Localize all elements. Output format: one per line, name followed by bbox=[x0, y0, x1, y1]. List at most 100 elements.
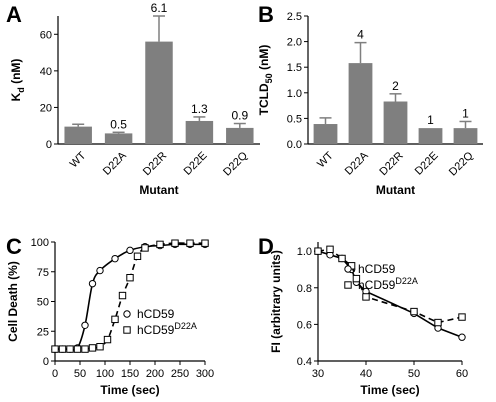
data-label: 6.1 bbox=[151, 1, 168, 15]
y-tick-label: 2.5 bbox=[287, 11, 302, 23]
bar-D22Q bbox=[226, 127, 254, 144]
data-label: 2 bbox=[392, 79, 399, 93]
x-axis-title: Mutant bbox=[139, 183, 178, 197]
legend-name: hCD59 bbox=[137, 323, 175, 337]
x-tick-label: 40 bbox=[360, 368, 372, 380]
y-tick-label: 75 bbox=[37, 267, 49, 279]
point-square bbox=[66, 345, 74, 353]
y-axis-title-unit: (nM) bbox=[9, 59, 23, 88]
y-tick-label: 50 bbox=[37, 297, 49, 309]
x-tick-label: 250 bbox=[171, 368, 189, 380]
point-square bbox=[118, 291, 127, 300]
y-tick-label: 1.5 bbox=[287, 62, 302, 74]
data-label: 1 bbox=[427, 113, 434, 127]
point-square bbox=[51, 345, 59, 353]
legend-entry: hCD59D22A bbox=[137, 321, 197, 337]
legend-entry: hCD59 bbox=[358, 262, 396, 276]
legend-superscript: D22A bbox=[174, 321, 197, 331]
y-tick-label: 0 bbox=[46, 139, 52, 151]
x-tick-label: 200 bbox=[146, 368, 164, 380]
point-square bbox=[81, 345, 89, 353]
point-square bbox=[141, 244, 149, 252]
data-label: 0.5 bbox=[110, 117, 127, 131]
y-tick-label: 1.0 bbox=[297, 246, 312, 258]
x-tick-label: 150 bbox=[121, 368, 139, 380]
point-square bbox=[88, 344, 97, 352]
x-axis-title: Time (sec) bbox=[360, 383, 419, 397]
x-tick-label: D22E bbox=[413, 150, 441, 178]
point-square bbox=[344, 281, 352, 289]
data-label: 1 bbox=[462, 106, 469, 120]
point-square bbox=[458, 313, 466, 321]
y-tick-label: 40 bbox=[40, 66, 52, 78]
bar-D22A bbox=[348, 63, 373, 144]
y-tick-label: 0.8 bbox=[297, 283, 312, 295]
point-square bbox=[434, 318, 442, 327]
x-tick-label: D22R bbox=[377, 150, 405, 178]
y-axis-title-unit: (nM) bbox=[257, 45, 271, 74]
panel-label: C bbox=[6, 234, 22, 259]
x-tick-label: 300 bbox=[196, 368, 214, 380]
x-tick-label: D22A bbox=[101, 149, 129, 177]
point-square bbox=[103, 335, 112, 344]
y-tick-label: 25 bbox=[37, 326, 49, 338]
point-square bbox=[352, 274, 361, 283]
x-tick-label: WT bbox=[68, 150, 89, 171]
point-circle bbox=[96, 266, 104, 275]
point-circle bbox=[88, 279, 97, 288]
y-axis-title-subscript: 50 bbox=[264, 73, 274, 83]
y-tick-label: 0.0 bbox=[287, 139, 302, 151]
y-tick-label: 20 bbox=[40, 102, 52, 114]
y-tick-label: 60 bbox=[40, 29, 52, 41]
point-square bbox=[58, 345, 67, 353]
series-line-1 bbox=[55, 243, 205, 351]
point-square bbox=[96, 343, 104, 351]
bar-WT bbox=[313, 124, 338, 144]
panel-label: B bbox=[258, 2, 274, 27]
bar-WT bbox=[64, 126, 92, 144]
point-square bbox=[338, 254, 346, 263]
legend-name: hCD59 bbox=[137, 307, 175, 321]
point-square bbox=[362, 293, 370, 301]
y-axis-title-subscript: d bbox=[16, 87, 26, 93]
point-circle bbox=[111, 254, 119, 263]
y-tick-label: 0 bbox=[43, 356, 49, 368]
y-axis: 0 25 50 75 100 bbox=[31, 237, 56, 368]
x-tick-label: 30 bbox=[312, 368, 324, 380]
x-tick-label: 60 bbox=[456, 368, 468, 380]
point-circle bbox=[458, 333, 466, 341]
point-square bbox=[314, 247, 322, 255]
bar-D22E bbox=[185, 120, 214, 144]
y-axis-title: Cell Death (%) bbox=[6, 261, 20, 342]
x-tick-label: 100 bbox=[96, 368, 114, 380]
legend-name: hCD59 bbox=[358, 278, 396, 292]
point-circle bbox=[123, 310, 131, 318]
y-axis-title-main: TCLD bbox=[257, 83, 271, 115]
point-circle bbox=[81, 321, 89, 329]
x-axis-title: Time (sec) bbox=[100, 383, 159, 397]
y-axis-title-main: K bbox=[9, 92, 23, 101]
point-square bbox=[171, 239, 179, 247]
bar-D22R bbox=[145, 41, 173, 144]
bar-D22A bbox=[104, 133, 133, 144]
point-square bbox=[123, 326, 131, 334]
x-tick-label: WT bbox=[315, 150, 336, 171]
y-tick-label: 0.4 bbox=[297, 356, 312, 368]
point-square bbox=[111, 315, 119, 324]
x-tick-label: D22Q bbox=[447, 149, 476, 178]
y-tick-label: 2.0 bbox=[287, 37, 302, 49]
point-square bbox=[126, 274, 134, 282]
y-axis: 0.4 0.6 0.8 1.0 bbox=[297, 242, 319, 368]
point-square bbox=[326, 245, 334, 254]
x-axis-title: Mutant bbox=[376, 183, 415, 197]
y-tick-label: 0.5 bbox=[287, 113, 302, 125]
legend-entry: hCD59 bbox=[137, 307, 175, 321]
x-tick-label: D22Q bbox=[221, 149, 250, 178]
point-square bbox=[201, 239, 209, 247]
x-tick-label: 50 bbox=[74, 368, 86, 380]
y-axis-title: FI (arbitrary units) bbox=[269, 250, 283, 353]
bar-D22Q bbox=[453, 128, 478, 144]
y-axis-title: TCLD50 (nM) bbox=[257, 45, 274, 116]
panel-label: A bbox=[6, 2, 22, 27]
